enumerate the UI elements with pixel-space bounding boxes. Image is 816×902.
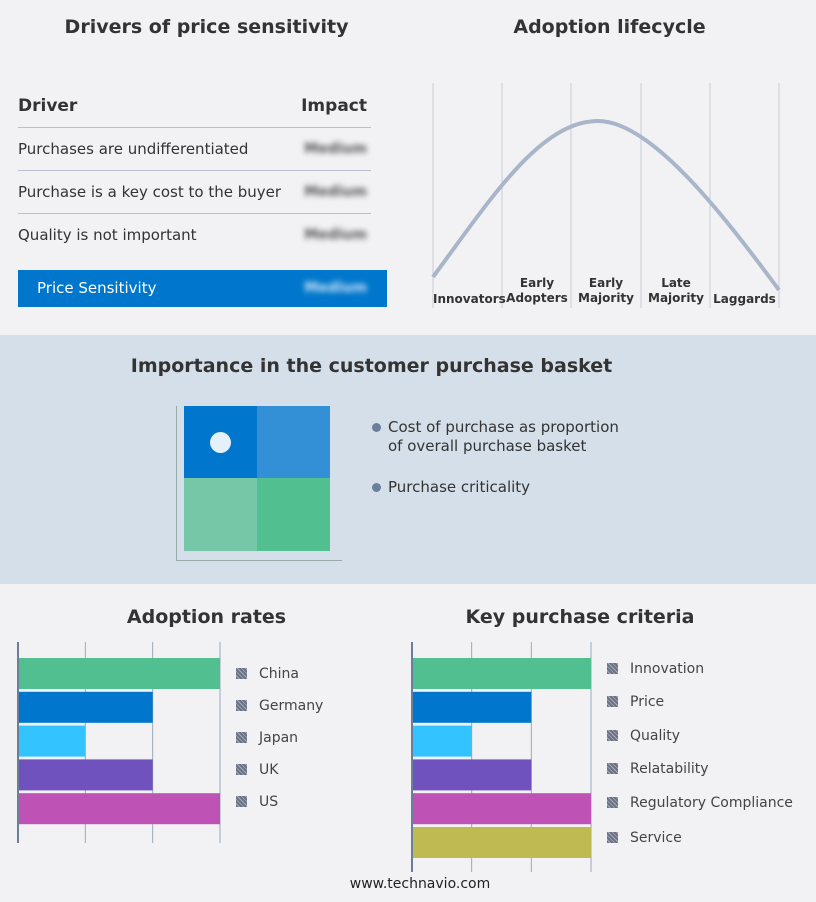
impact-value: Medium bbox=[304, 184, 367, 200]
stage-label: Late Majority bbox=[648, 276, 704, 305]
bar-price bbox=[412, 691, 532, 723]
bullet-icon bbox=[372, 423, 381, 432]
driver-row: Quality is not important Medium bbox=[18, 214, 371, 257]
driver-label: Purchase is a key cost to the buyer bbox=[18, 183, 282, 201]
legend-item: Innovation bbox=[607, 661, 704, 677]
matrix-quadrant bbox=[257, 478, 330, 551]
driver-label: Purchases are undifferentiated bbox=[18, 140, 249, 158]
summary-impact: Medium bbox=[304, 280, 367, 296]
bar-innovation bbox=[412, 658, 591, 689]
bar-us bbox=[18, 793, 220, 825]
legend-label: China bbox=[259, 666, 299, 682]
lifecycle-chart bbox=[431, 83, 781, 308]
legend-item: Quality bbox=[607, 728, 680, 744]
legend-item: Japan bbox=[236, 730, 298, 746]
legend-label: Regulatory Compliance bbox=[630, 795, 793, 811]
legend-swatch-icon bbox=[607, 832, 618, 843]
legend-swatch-icon bbox=[236, 700, 247, 711]
legend-item: Service bbox=[607, 830, 682, 846]
legend-swatch-icon bbox=[236, 732, 247, 743]
legend-item: Price bbox=[607, 694, 664, 710]
kpc-title: Key purchase criteria bbox=[465, 606, 695, 628]
position-marker bbox=[210, 432, 231, 453]
legend-item: China bbox=[236, 666, 299, 682]
legend-label: US bbox=[259, 794, 279, 810]
bar-germany bbox=[18, 691, 153, 723]
impact-value: Medium bbox=[304, 141, 367, 157]
bar-service bbox=[412, 827, 591, 858]
driver-label: Quality is not important bbox=[18, 226, 197, 244]
price-sensitivity-summary: Price Sensitivity Medium bbox=[18, 270, 387, 307]
legend-item: Germany bbox=[236, 698, 323, 714]
bar-quality bbox=[412, 725, 472, 757]
legend-swatch-icon bbox=[607, 696, 618, 707]
basket-section: Importance in the customer purchase bask… bbox=[0, 335, 816, 584]
bar-regulatory-compliance bbox=[412, 793, 591, 825]
legend-swatch-icon bbox=[607, 663, 618, 674]
driver-row: Purchase is a key cost to the buyer Mediu… bbox=[18, 171, 371, 214]
impact-col-header: Impact bbox=[301, 96, 367, 116]
stage-label: Laggards bbox=[713, 292, 776, 306]
bar-japan bbox=[18, 725, 86, 757]
stage-label: Early Majority bbox=[578, 276, 634, 305]
matrix-quadrant bbox=[184, 478, 257, 551]
bar-charts bbox=[17, 642, 592, 872]
legend-item: Relatability bbox=[607, 761, 709, 777]
legend-label: Japan bbox=[259, 730, 299, 746]
bar-uk bbox=[18, 759, 153, 791]
legend-label: UK bbox=[259, 762, 279, 778]
legend-item: US bbox=[236, 794, 278, 810]
legend-label: Germany bbox=[259, 698, 324, 714]
legend-label: Innovation bbox=[630, 661, 705, 677]
legend-swatch-icon bbox=[607, 730, 618, 741]
driver-row: Purchases are undifferentiated Medium bbox=[18, 128, 371, 171]
legend-swatch-icon bbox=[236, 796, 247, 807]
basket-legend-item: Cost of purchase as proportion of overal… bbox=[388, 418, 619, 455]
adoption-rates-title: Adoption rates bbox=[126, 606, 287, 628]
legend-item: UK bbox=[236, 762, 278, 778]
legend-swatch-icon bbox=[236, 764, 247, 775]
legend-label: Service bbox=[630, 830, 682, 846]
bar-china bbox=[18, 658, 220, 689]
adoption-curve bbox=[431, 118, 781, 292]
matrix-quadrant bbox=[257, 406, 330, 478]
footer-url: www.technavio.com bbox=[349, 876, 491, 892]
legend-label: Quality bbox=[630, 728, 681, 744]
basket-legend-item: Purchase criticality bbox=[388, 478, 531, 496]
bullet-icon bbox=[372, 483, 381, 492]
legend-swatch-icon bbox=[607, 797, 618, 808]
drivers-header: Driver Impact bbox=[18, 85, 371, 128]
basket-title: Importance in the customer purchase bask… bbox=[130, 355, 613, 377]
legend-swatch-icon bbox=[236, 668, 247, 679]
legend-swatch-icon bbox=[607, 763, 618, 774]
impact-value: Medium bbox=[304, 227, 367, 243]
legend-label: Relatability bbox=[630, 761, 709, 777]
driver-col-header: Driver bbox=[18, 96, 78, 116]
lifecycle-title: Adoption lifecycle bbox=[513, 16, 706, 38]
stage-label: Innovators bbox=[433, 292, 506, 306]
bar-relatability bbox=[412, 759, 532, 791]
legend-item: Regulatory Compliance bbox=[607, 795, 793, 811]
drivers-title: Drivers of price sensitivity bbox=[64, 16, 349, 38]
matrix-axis-x bbox=[176, 560, 342, 561]
summary-label: Price Sensitivity bbox=[37, 279, 157, 297]
stage-label: Early Adopters bbox=[506, 276, 568, 305]
legend-label: Price bbox=[630, 694, 665, 710]
matrix-axis-y bbox=[176, 406, 177, 560]
